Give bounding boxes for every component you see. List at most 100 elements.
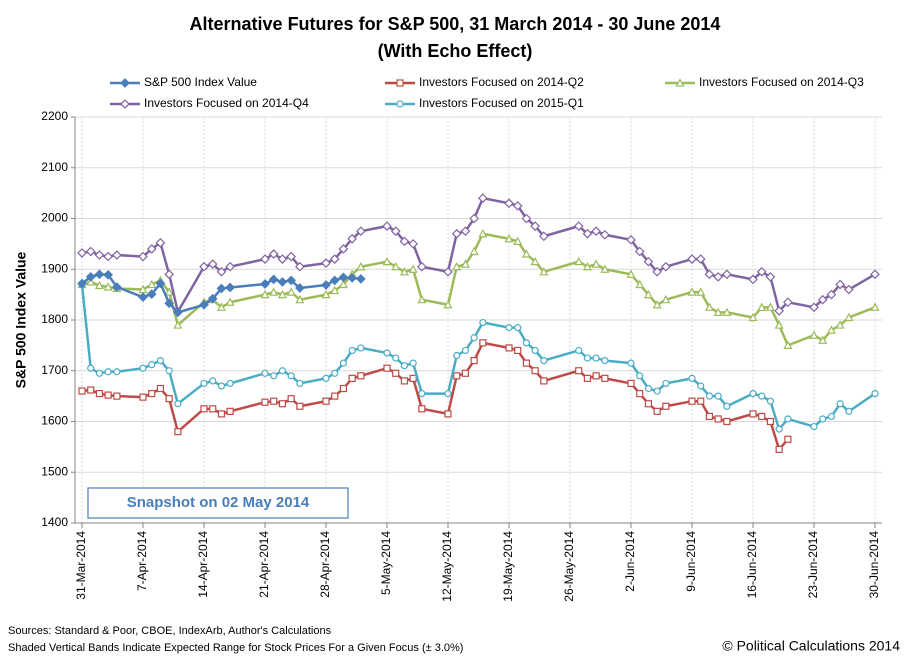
marker: [382, 221, 392, 231]
marker: [723, 402, 731, 410]
marker: [758, 412, 766, 421]
legend-item: Investors Focused on 2014-Q3: [665, 75, 864, 89]
marker: [260, 289, 270, 299]
x-tick-label: 5-May-2014: [379, 531, 393, 595]
marker: [470, 357, 478, 365]
marker: [261, 369, 269, 377]
marker: [174, 428, 182, 436]
marker: [399, 236, 410, 247]
x-tick-label: 9-Jun-2014: [684, 531, 698, 592]
marker: [322, 374, 330, 382]
series: [77, 269, 366, 318]
marker: [390, 226, 401, 237]
marker: [697, 382, 705, 390]
marker: [601, 357, 609, 365]
marker: [809, 302, 819, 313]
marker: [408, 264, 418, 273]
x-tick-label: 16-Jun-2014: [745, 531, 759, 599]
marker: [697, 397, 705, 405]
marker: [636, 372, 644, 380]
marker: [626, 269, 636, 278]
marker: [156, 357, 165, 365]
marker: [530, 221, 540, 231]
marker: [652, 266, 662, 277]
marker: [817, 294, 828, 305]
marker: [147, 279, 157, 289]
marker: [113, 392, 121, 400]
marker: [226, 407, 234, 415]
marker: [112, 250, 122, 260]
marker: [573, 221, 584, 231]
marker: [270, 372, 278, 380]
marker: [765, 272, 776, 282]
marker: [723, 417, 731, 426]
marker: [165, 395, 173, 403]
marker: [634, 246, 645, 257]
y-tick-label: 2000: [41, 211, 68, 225]
marker: [330, 285, 340, 295]
marker: [627, 359, 635, 367]
marker: [453, 372, 461, 380]
marker: [164, 269, 174, 280]
x-tick-label: 31-Mar-2014: [74, 531, 88, 600]
marker: [392, 369, 400, 377]
y-tick-label: 1700: [41, 363, 68, 377]
marker: [347, 273, 357, 283]
marker: [200, 379, 208, 388]
marker: [705, 392, 714, 400]
chart-title: Alternative Futures for S&P 500, 31 Marc…: [190, 14, 721, 34]
legend-label: S&P 500 Index Value: [144, 75, 257, 89]
marker: [383, 364, 391, 372]
marker: [286, 251, 296, 262]
marker: [601, 374, 609, 382]
marker: [826, 289, 837, 300]
series-line: [81, 341, 789, 451]
marker: [784, 435, 792, 443]
marker: [766, 417, 775, 426]
marker: [653, 407, 661, 415]
marker: [216, 283, 227, 294]
marker: [461, 369, 470, 377]
marker: [94, 250, 105, 260]
marker: [329, 275, 340, 286]
x-tick-label: 7-Apr-2014: [135, 531, 149, 591]
y-tick-label: 1600: [41, 414, 68, 428]
marker: [774, 306, 784, 316]
x-tick-label: 30-Jun-2014: [867, 531, 881, 599]
marker: [338, 272, 349, 283]
marker: [644, 384, 653, 393]
marker: [418, 405, 426, 413]
marker: [783, 340, 793, 349]
marker: [331, 369, 339, 377]
x-tick-label: 26-May-2014: [562, 531, 576, 602]
legend-item: S&P 500 Index Value: [110, 75, 257, 89]
marker: [835, 320, 845, 329]
marker: [199, 299, 209, 310]
marker: [391, 261, 401, 271]
marker: [277, 289, 287, 299]
marker: [103, 269, 113, 280]
marker: [400, 377, 409, 385]
marker: [269, 287, 279, 296]
marker: [688, 397, 696, 405]
marker: [339, 359, 348, 367]
marker: [260, 254, 270, 264]
marker: [295, 261, 305, 272]
marker: [539, 231, 549, 242]
legend-label: Investors Focused on 2015-Q1: [419, 96, 584, 110]
marker: [87, 364, 95, 372]
marker: [295, 294, 305, 304]
annotation-box: [87, 487, 349, 519]
plot-area: [71, 116, 882, 528]
marker: [461, 346, 470, 355]
marker: [392, 354, 400, 362]
marker: [155, 278, 166, 289]
marker: [357, 344, 365, 352]
marker: [338, 244, 349, 254]
series: [78, 280, 879, 433]
marker: [356, 226, 366, 237]
marker: [112, 282, 122, 292]
marker: [226, 379, 234, 388]
marker: [722, 269, 732, 280]
marker: [504, 234, 514, 243]
